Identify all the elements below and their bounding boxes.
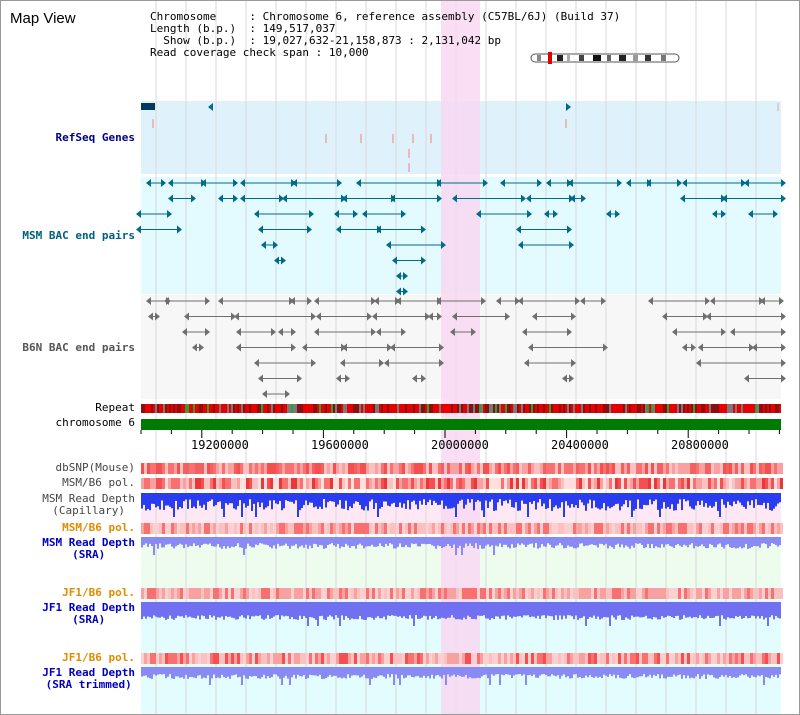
read-depth-tracks[interactable] <box>141 493 781 685</box>
axis-tick-label: 20800000 <box>671 438 729 452</box>
track-label-jf1-b6-pol-2[interactable]: JF1/B6 pol. <box>62 651 135 664</box>
axis-tick-label: 19200000 <box>191 438 249 452</box>
track-label-jf1-depth-sra[interactable]: JF1 Read Depth (SRA) <box>42 602 135 626</box>
b6n-bac-track[interactable] <box>146 297 786 398</box>
track-label-jf1-b6-pol[interactable]: JF1/B6 pol. <box>62 586 135 599</box>
track-label-b6n-bac[interactable]: B6N BAC end pairs <box>22 341 135 354</box>
track-label-msm-b6-pol-2[interactable]: MSM/B6 pol. <box>62 521 135 534</box>
track-label-line: (SRA) <box>72 613 106 626</box>
repeat-track[interactable] <box>141 404 781 413</box>
info-chromosome-label: Chromosome <box>150 10 217 23</box>
info-length-value: 149,517,037 <box>262 22 336 35</box>
track-label-line: (Capillary) <box>52 504 126 517</box>
track-label-msm-bac[interactable]: MSM BAC end pairs <box>22 229 135 242</box>
track-label-msm-b6-pol[interactable]: MSM/B6 pol. <box>62 476 135 489</box>
track-label-line: (SRA) <box>72 548 106 561</box>
info-coverage-label: Read coverage check span <box>150 46 309 59</box>
info-coverage-value: 10,000 <box>328 46 369 59</box>
info-block: Chromosome : Chromosome 6, reference ass… <box>150 10 621 59</box>
track-label-msm-depth-capillary[interactable]: MSM Read Depth (Capillary) <box>42 493 135 517</box>
track-label-refseq[interactable]: RefSeq Genes <box>55 131 135 144</box>
track-label-line: MSM Read Depth <box>42 492 135 505</box>
track-label-repeat[interactable]: Repeat <box>95 401 135 414</box>
refseq-track[interactable] <box>141 103 779 172</box>
track-label-line: JF1 Read Depth <box>42 666 135 679</box>
track-label-line: (SRA trimmed) <box>45 678 132 691</box>
heatmap-tracks[interactable] <box>141 463 783 664</box>
info-show-value: 19,027,632-21,158,873 : 2,131,042 bp <box>262 34 502 47</box>
info-chromosome-value: Chromosome 6, reference assembly (C57BL/… <box>262 10 621 23</box>
info-length-label: Length (b.p.) <box>150 22 237 35</box>
track-label-chromosome[interactable]: chromosome 6 <box>55 416 135 429</box>
position-axis <box>140 430 780 438</box>
map-view-title: Map View <box>10 10 76 27</box>
track-label-jf1-depth-trimmed[interactable]: JF1 Read Depth (SRA trimmed) <box>42 667 135 691</box>
axis-tick-label: 19600000 <box>311 438 369 452</box>
axis-tick-label: 20400000 <box>551 438 609 452</box>
track-label-dbsnp[interactable]: dbSNP(Mouse) <box>55 461 135 474</box>
info-show-label: Show (b.p.) <box>163 34 237 47</box>
track-label-line: MSM Read Depth <box>42 536 135 549</box>
chromosome-bar[interactable] <box>141 419 781 430</box>
track-label-line: JF1 Read Depth <box>42 601 135 614</box>
chromosome-ideogram[interactable] <box>530 52 680 64</box>
track-label-msm-depth-sra[interactable]: MSM Read Depth (SRA) <box>42 537 135 561</box>
msm-bac-track[interactable] <box>136 179 786 296</box>
axis-tick-label: 20000000 <box>431 438 489 452</box>
